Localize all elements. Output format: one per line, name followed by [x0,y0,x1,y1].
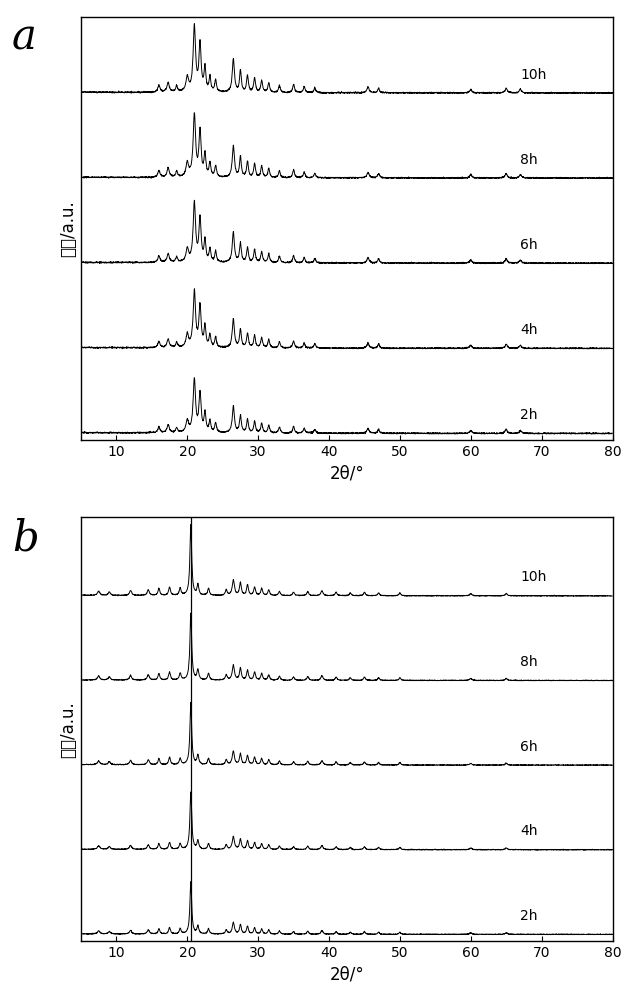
X-axis label: 2θ/°: 2θ/° [329,965,364,983]
Text: 6h: 6h [521,238,538,252]
Text: 10h: 10h [521,68,547,82]
Y-axis label: 强度/a.u.: 强度/a.u. [59,200,77,257]
Text: b: b [12,517,38,559]
Text: 8h: 8h [521,655,538,669]
Text: 6h: 6h [521,740,538,754]
Text: 4h: 4h [521,824,538,838]
Text: 8h: 8h [521,153,538,167]
Text: 2h: 2h [521,909,538,923]
Text: 2h: 2h [521,408,538,422]
X-axis label: 2θ/°: 2θ/° [329,465,364,483]
Text: 10h: 10h [521,570,547,584]
Text: 4h: 4h [521,323,538,337]
Y-axis label: 强度/a.u.: 强度/a.u. [59,701,77,758]
Text: a: a [12,17,37,59]
